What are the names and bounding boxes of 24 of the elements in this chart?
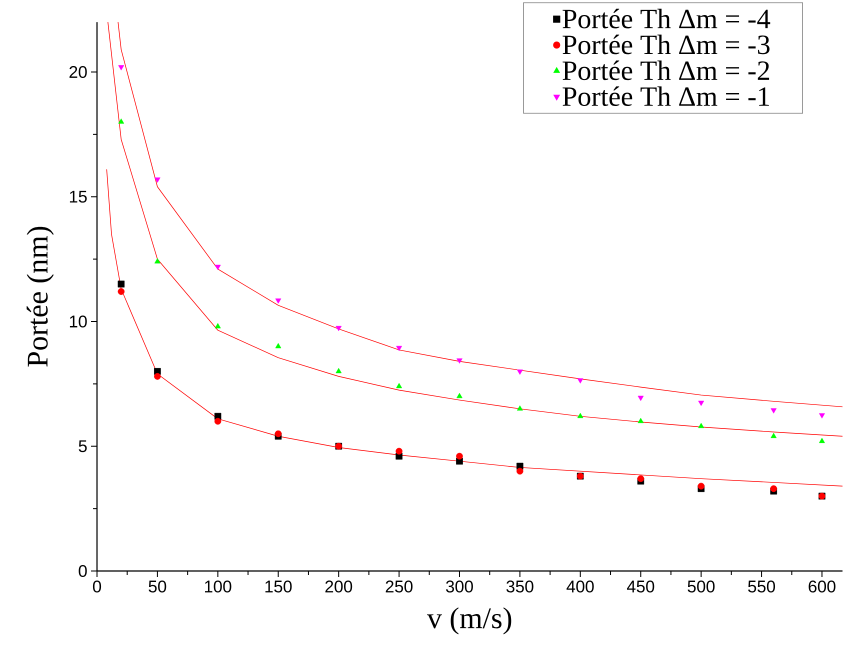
x-tick-label: 350 [506,580,534,593]
x-tick-label: 200 [325,580,352,593]
x-tick-label: 100 [205,580,232,593]
y-axis-title: Portée (nm) [26,226,54,367]
legend-label: Portée Th Δm = -1 [562,86,769,106]
x-tick-label: 450 [626,580,654,593]
legend-label: Portée Th Δm = -2 [562,60,770,80]
x-tick-label: 500 [688,580,715,593]
y-tick-label: 10 [70,315,87,328]
x-axis-title: v (m/s) [427,607,512,634]
x-tick-label: 550 [748,580,776,593]
x-tick-label: 400 [566,580,594,593]
x-tick-label: 50 [148,580,166,593]
legend-label: Portée Th Δm = -4 [562,8,770,28]
x-tick-label: 0 [92,580,102,593]
x-tick-label: 300 [446,580,473,593]
y-tick-label: 15 [70,190,87,203]
x-tick-label: 600 [808,580,836,593]
y-tick-label: 0 [78,564,87,577]
x-tick-label: 150 [265,580,292,593]
legend-label: Portée Th Δm = -3 [562,34,770,54]
x-tick-label: 250 [386,580,413,593]
y-tick-label: 5 [78,440,87,452]
y-tick-label: 20 [70,66,87,78]
